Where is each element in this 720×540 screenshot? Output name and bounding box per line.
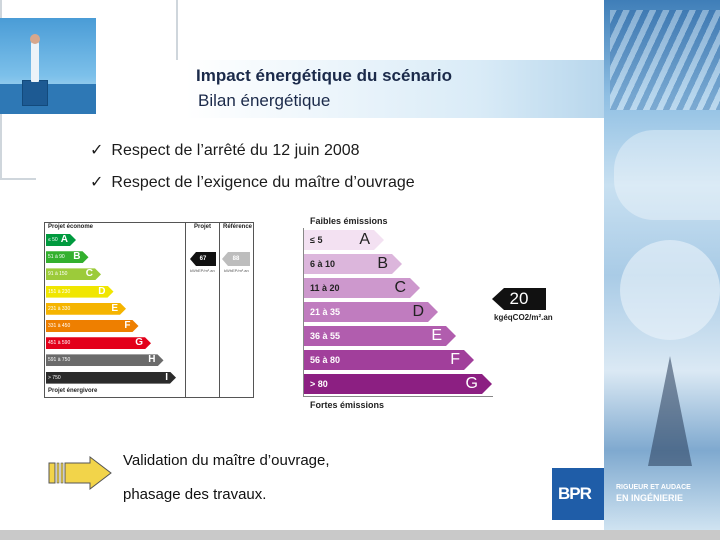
checklist-text: Respect de l’exigence du maître d’ouvrag… [111, 174, 415, 191]
energy-class-letter: B [73, 251, 81, 263]
energy-class-bar-c: 91 à 150 C [46, 268, 101, 280]
emission-class-bar-e: 36 à 55 E [304, 326, 456, 346]
energy-class-range: 51 à 90 [48, 254, 65, 261]
energy-reference-value: 88 [222, 252, 250, 266]
energy-class-range: 151 à 230 [48, 288, 71, 295]
energy-class-letter: A [60, 234, 68, 245]
energy-class-letter: C [85, 268, 93, 280]
side-photo-workers [614, 130, 720, 220]
logo-tagline-2: EN INGÉNIERIE [616, 493, 684, 503]
energy-class-bar-f: 331 à 450 F [46, 320, 139, 332]
emissions-label-top-caption: Faibles émissions [310, 216, 388, 226]
energy-label-divider [185, 222, 186, 398]
energy-class-range: 231 à 330 [48, 305, 71, 312]
energy-reference-unit: kWhEP/m².an [224, 268, 249, 273]
photo-person-head [30, 34, 40, 44]
photo-cube [22, 80, 48, 106]
emission-class-letter: D [412, 303, 424, 320]
emissions-unit: kgéqCO2/m².an [494, 313, 553, 322]
energy-label-header: Projet économe [48, 224, 94, 230]
energy-class-letter: D [98, 285, 106, 297]
energy-class-letter: F [124, 320, 131, 331]
emission-class-range: ≤ 5 [310, 235, 323, 245]
checklist-item: ✓ Respect de l’exigence du maître d’ouvra… [90, 172, 415, 192]
energy-project-unit: kWhEP/m².an [190, 268, 215, 273]
footer-bar [0, 530, 720, 540]
logo [552, 468, 604, 520]
logo-tagline-1: RIGUEUR ET AUDACE [616, 484, 691, 491]
emission-class-range: 21 à 35 [310, 307, 341, 317]
title-band [186, 60, 606, 118]
energy-class-letter: H [148, 354, 156, 366]
emission-class-letter: F [450, 351, 460, 368]
energy-label-divider [219, 222, 220, 398]
emission-class-range: 36 à 55 [310, 331, 341, 341]
emission-class-range: 6 à 10 [310, 259, 336, 269]
energy-class-bar-i: > 750 I [46, 372, 176, 384]
energy-class-bar-a: ≤ 50 A [46, 234, 76, 246]
emissions-value: 20 [492, 288, 546, 310]
energy-class-range: 451 à 590 [48, 340, 71, 347]
energy-class-range: 591 à 750 [48, 357, 71, 364]
emission-class-bar-f: 56 à 80 F [304, 350, 474, 370]
page-title: Impact énergétique du scénario [196, 66, 453, 85]
energy-class-bar-e: 231 à 330 E [46, 303, 126, 315]
emission-class-letter: B [377, 255, 388, 272]
emission-class-range: 56 à 80 [310, 355, 341, 365]
frame-line-top [176, 0, 178, 60]
emission-class-letter: C [394, 279, 406, 296]
emission-class-letter: G [465, 375, 478, 392]
phasing-text: phasage des travaux. [123, 486, 267, 503]
energy-class-letter: G [135, 337, 143, 349]
photo-person [31, 40, 39, 82]
frame-line-bottom [0, 178, 36, 180]
emission-class-letter: A [359, 231, 370, 248]
energy-class-bar-g: 451 à 590 G [46, 337, 151, 349]
emissions-label-bottom-caption: Fortes émissions [310, 400, 385, 410]
emission-class-bar-c: 11 à 20 C [304, 278, 420, 298]
emission-class-bar-d: 21 à 35 D [304, 302, 438, 322]
emissions-label-frame [303, 228, 304, 396]
check-mark-icon: ✓ [90, 142, 104, 159]
energy-class-bar-h: 591 à 750 H [46, 354, 164, 366]
energy-class-letter: E [111, 302, 118, 314]
validation-text: Validation du maître d’ouvrage, [123, 452, 330, 469]
energy-class-range: ≤ 50 [48, 237, 58, 243]
side-photo-lab [620, 240, 720, 340]
emissions-label-frame [303, 396, 493, 397]
emission-class-bar-g: > 80 G [304, 374, 492, 394]
energy-project-value: 67 [190, 252, 216, 266]
emission-class-bar-a: ≤ 5 A [304, 230, 384, 250]
energy-class-bar-b: 51 à 90 B [46, 251, 89, 263]
energy-label-col-reference: Référence [223, 224, 253, 230]
emission-class-range: 11 à 20 [310, 283, 340, 293]
page-subtitle: Bilan énergétique [198, 91, 331, 110]
pylon-icon [648, 356, 692, 466]
energy-label-col-project: Projet [194, 224, 212, 230]
energy-class-range: > 750 [48, 374, 61, 381]
energy-label-footer: Projet énergivore [48, 388, 98, 394]
emission-class-range: > 80 [310, 379, 328, 389]
arrow-right-icon [48, 456, 112, 490]
energy-class-letter: I [165, 371, 168, 383]
check-mark-icon: ✓ [90, 174, 104, 191]
checklist-text: Respect de l’arrêté du 12 juin 2008 [111, 142, 360, 159]
emission-class-bar-b: 6 à 10 B [304, 254, 402, 274]
side-photo-pipes [610, 10, 720, 110]
emission-class-letter: E [431, 327, 442, 344]
energy-class-bar-d: 151 à 230 D [46, 286, 114, 298]
energy-class-range: 91 à 150 [48, 271, 68, 278]
logo-text: BPR [558, 484, 592, 503]
photo-sea [0, 84, 96, 114]
checklist-item: ✓ Respect de l’arrêté du 12 juin 2008 [90, 140, 360, 160]
energy-class-range: 331 à 450 [48, 323, 71, 329]
